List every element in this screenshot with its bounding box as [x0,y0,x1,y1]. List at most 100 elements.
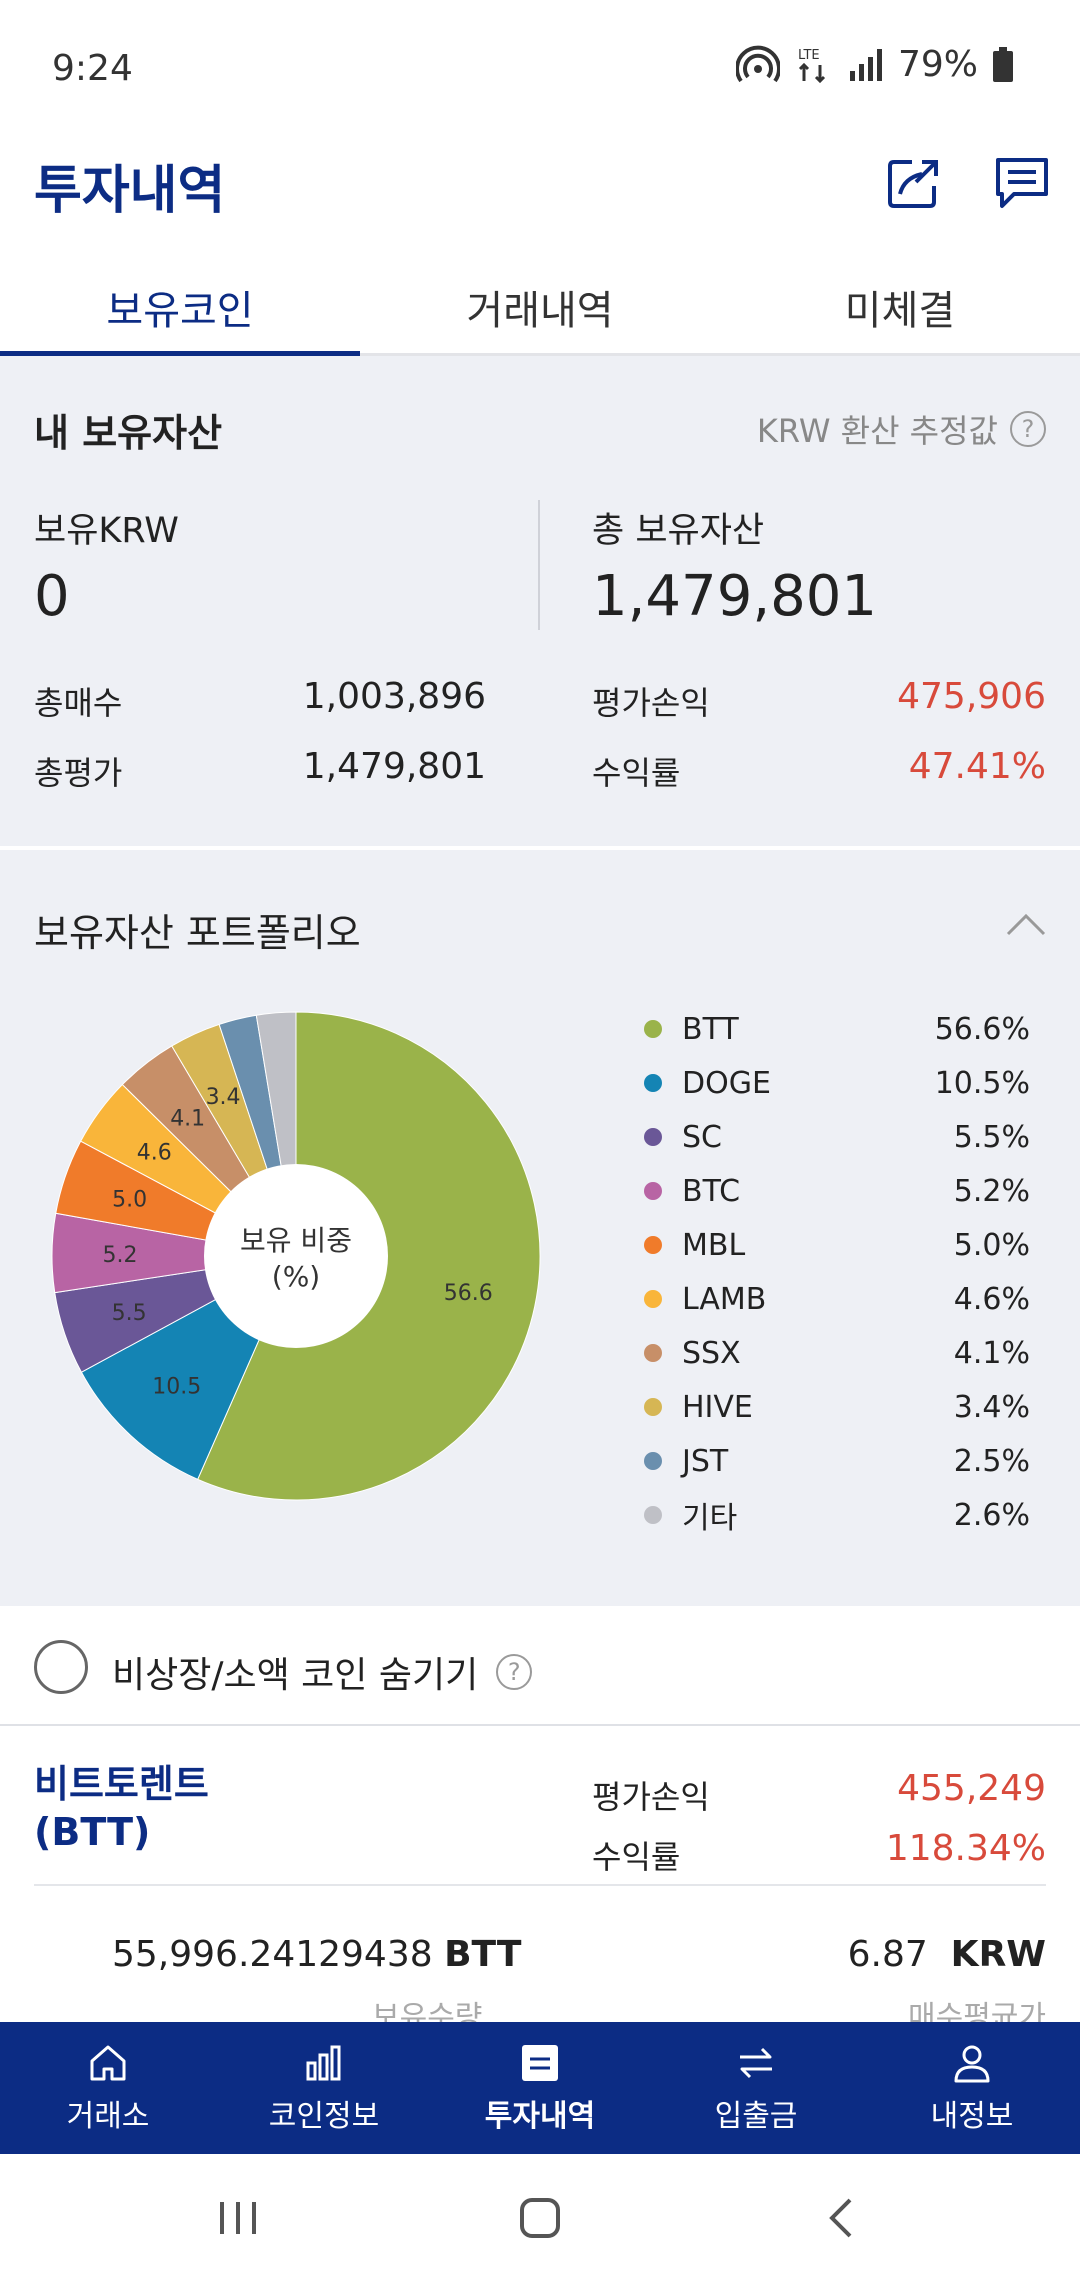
legend-value: 4.1% [953,1335,1030,1371]
legend-item: SC 5.5% [644,1110,1030,1164]
recent-apps-icon[interactable] [208,2188,268,2248]
total-assets-label: 총 보유자산 [592,511,765,551]
coin-item-btt[interactable]: 비트토렌트 (BTT) 평가손익 455,249 수익률 118.34% 55,… [0,1728,1080,2035]
pie-slice-label: 4.1 [170,1106,205,1131]
chat-icon[interactable] [990,150,1054,214]
legend-swatch [644,1344,662,1362]
pie-center-label: 보유 비중 [240,1224,352,1257]
total-assets-value: 1,479,801 [592,564,878,629]
coin-average-value: 6.87 [847,1934,928,1975]
coin-rate-value: 118.34% [885,1828,1046,1869]
tab-open-orders[interactable]: 미체결 [844,287,956,334]
legend-value: 10.5% [934,1065,1030,1101]
pie-center-hole [204,1164,388,1348]
pie-legend: BTT 56.6% DOGE 10.5% SC 5.5% BTC 5.2% MBL 5.0% LAM… [644,1002,1030,1542]
krw-value: 0 [34,564,70,629]
hide-small-coins-row[interactable]: 비상장/소액 코인 숨기기 ? [0,1608,1080,1726]
legend-label: LAMB [682,1281,767,1317]
legend-value: 2.5% [953,1443,1030,1479]
user-icon [954,2045,990,2083]
help-icon[interactable]: ? [1010,411,1046,447]
legend-swatch [644,1290,662,1308]
tab-bar: 보유코인 거래내역 미체결 [0,260,1080,356]
total-buy-value: 1,003,896 [302,676,486,717]
pie-slice-label: 5.2 [103,1243,138,1268]
list-icon [522,2045,558,2081]
pie-center-unit: (%) [272,1260,320,1293]
coin-average-unit: KRW [950,1934,1046,1975]
coin-quantity-unit: BTT [444,1934,522,1975]
legend-value: 5.0% [953,1227,1030,1263]
nav-exchange[interactable]: 거래소 [0,2022,216,2154]
legend-swatch [644,1020,662,1038]
legend-item: LAMB 4.6% [644,1272,1030,1326]
legend-swatch [644,1452,662,1470]
legend-item: BTC 5.2% [644,1164,1030,1218]
status-icons: LTE 79% [735,44,1014,85]
back-icon[interactable] [812,2188,872,2248]
total-buy-label: 총매수 [34,684,123,722]
tab-transactions[interactable]: 거래내역 [466,287,614,334]
tab-holdings[interactable]: 보유코인 [0,260,360,356]
profit-loss-label: 평가손익 [592,684,710,722]
pie-slice-label: 5.0 [112,1187,147,1212]
legend-swatch [644,1182,662,1200]
coin-average-price: 6.87 KRW [848,1934,1046,1975]
return-rate-label: 수익률 [592,754,681,792]
legend-swatch [644,1506,662,1524]
krw-label: 보유KRW [34,511,179,551]
portfolio-section: 보유자산 포트폴리오 보유 비중 (%) 56.6 10.5 5.5 5.2 5.0 4.… [0,850,1080,1606]
portfolio-title: 보유자산 포트폴리오 [34,911,361,955]
legend-item: BTT 56.6% [644,1002,1030,1056]
nav-coin-info-label: 코인정보 [268,2099,380,2134]
coin-name: 비트토렌트 (BTT) [34,1760,209,1856]
system-nav-bar [0,2154,1080,2280]
home-button-icon[interactable] [510,2188,570,2248]
legend-item: JST 2.5% [644,1434,1030,1488]
status-bar: 9:24 LTE 79% [0,0,1080,140]
assets-title: 내 보유자산 [34,411,223,455]
my-assets-section: 내 보유자산 KRW 환산 추정값 ? 보유KRW 0 총 보유자산 1,479… [0,356,1080,846]
nav-my-info[interactable]: 내정보 [864,2022,1080,2154]
legend-item: DOGE 10.5% [644,1056,1030,1110]
nav-coin-info[interactable]: 코인정보 [216,2022,432,2154]
coin-rate-label: 수익률 [592,1838,681,1876]
legend-item: MBL 5.0% [644,1218,1030,1272]
legend-value: 2.6% [953,1497,1030,1533]
hide-small-coins-label: 비상장/소액 코인 숨기기 [112,1655,479,1696]
coin-quantity: 55,996.24129438 BTT [112,1934,522,1975]
coin-pl-label: 평가손익 [592,1778,710,1816]
legend-swatch [644,1236,662,1254]
hide-small-coins-radio[interactable] [34,1640,88,1694]
legend-item: HIVE 3.4% [644,1380,1030,1434]
krw-note-label: KRW 환산 추정값 [756,412,998,450]
pie-slice-label: 5.5 [112,1301,147,1326]
legend-label: MBL [682,1227,746,1263]
legend-value: 4.6% [953,1281,1030,1317]
nav-deposit-withdraw-label: 입출금 [714,2099,798,2134]
pie-slice-label: 4.6 [137,1141,172,1166]
legend-swatch [644,1128,662,1146]
coin-quantity-value: 55,996.24129438 [112,1934,433,1975]
bar-chart-icon [306,2045,341,2081]
legend-label: SSX [682,1335,741,1371]
total-eval-label: 총평가 [34,754,123,792]
krw-estimate-note[interactable]: KRW 환산 추정값 ? [757,406,1046,452]
chevron-up-icon[interactable] [1004,906,1048,942]
nav-deposit-withdraw[interactable]: 입출금 [648,2022,864,2154]
coin-pl-value: 455,249 [897,1768,1046,1809]
nav-investments[interactable]: 투자내역 [432,2022,648,2154]
help-icon[interactable]: ? [496,1654,533,1690]
legend-swatch [644,1074,662,1092]
coin-symbol: (BTT) [34,1810,151,1854]
legend-swatch [644,1398,662,1416]
legend-item: SSX 4.1% [644,1326,1030,1380]
legend-value: 5.2% [953,1173,1030,1209]
legend-label: BTT [682,1011,739,1047]
share-icon[interactable] [882,150,946,214]
pie-slice-label: 3.4 [206,1085,241,1110]
nav-investments-label: 투자내역 [484,2099,596,2134]
home-icon [90,2045,126,2081]
status-time: 9:24 [52,48,133,89]
divider [538,500,540,630]
